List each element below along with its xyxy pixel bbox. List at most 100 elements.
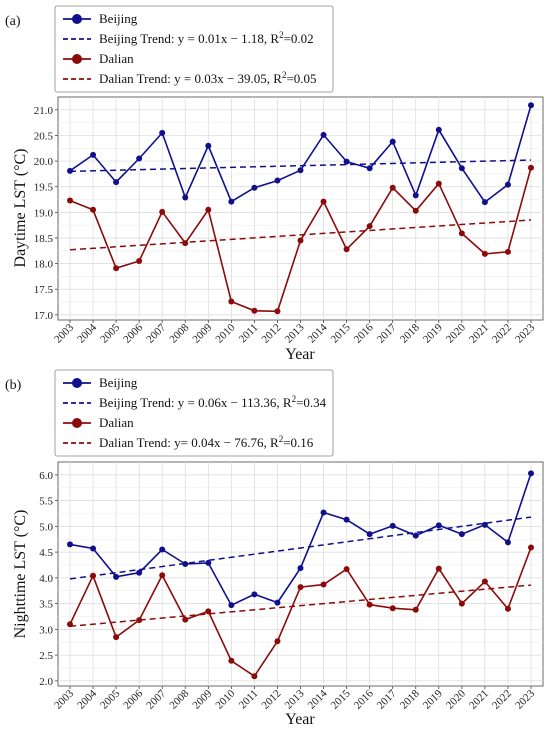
data-point xyxy=(90,572,97,579)
data-point xyxy=(504,248,511,255)
x-tick-label: 2019 xyxy=(421,321,445,345)
legend-label: Dalian Trend: y = 0.03x − 39.05, R2=0.05 xyxy=(99,70,317,86)
x-tick-label: 2017 xyxy=(375,321,399,345)
data-point xyxy=(251,591,258,598)
data-point xyxy=(159,208,166,215)
data-point xyxy=(228,198,235,205)
data-point xyxy=(113,179,120,186)
chart-panel-0: (a) 17.0 17.5 18.0 18.5 19.0 19.5 20.0 20.5 21.0 2… xyxy=(5,5,544,363)
trend-line-1 xyxy=(69,219,532,251)
x-tick-label: 2013 xyxy=(283,687,307,711)
data-point xyxy=(113,634,120,641)
x-tick-label: 2006 xyxy=(121,687,145,711)
data-point xyxy=(159,572,166,579)
data-point xyxy=(343,158,350,165)
x-tick-label: 2009 xyxy=(190,687,214,711)
y-tick-label: 19.0 xyxy=(34,207,54,219)
y-tick-label: 18.5 xyxy=(34,233,54,245)
data-point xyxy=(458,165,465,172)
data-point xyxy=(205,142,212,149)
x-tick-label: 2004 xyxy=(75,687,99,711)
data-point xyxy=(113,573,120,580)
data-point xyxy=(435,522,442,529)
legend-marker xyxy=(72,378,82,388)
data-point xyxy=(343,516,350,523)
x-tick-label: 2015 xyxy=(329,687,353,711)
x-tick-label: 2003 xyxy=(52,687,76,711)
data-point xyxy=(274,308,281,315)
data-point xyxy=(366,601,373,608)
data-point xyxy=(412,207,419,214)
data-point xyxy=(182,560,189,567)
data-point xyxy=(228,298,235,305)
x-tick-label: 2022 xyxy=(490,322,514,346)
x-tick-label: 2018 xyxy=(398,687,422,711)
x-tick-label: 2015 xyxy=(329,321,353,345)
x-tick-label: 2004 xyxy=(75,321,99,345)
x-tick-label: 2018 xyxy=(398,321,422,345)
data-point xyxy=(504,539,511,546)
y-tick-label: 3.5 xyxy=(39,599,53,611)
y-tick-label: 3.0 xyxy=(39,624,53,636)
y-tick-label: 4.5 xyxy=(39,547,53,559)
data-point xyxy=(320,581,327,588)
x-tick-label: 2011 xyxy=(237,322,261,346)
data-point xyxy=(481,578,488,585)
data-point xyxy=(389,605,396,612)
trend-line-0 xyxy=(69,159,532,173)
data-point xyxy=(205,608,212,615)
data-point xyxy=(113,265,120,272)
legend-marker xyxy=(72,54,82,64)
legend-label: Beijing xyxy=(99,375,138,390)
x-tick-label: 2022 xyxy=(490,688,514,712)
data-point xyxy=(274,638,281,645)
data-point xyxy=(67,621,73,628)
data-point xyxy=(90,545,97,552)
legend-box xyxy=(54,5,334,93)
data-point xyxy=(435,180,442,187)
data-point xyxy=(366,223,373,230)
y-axis-label: Daytime LST (°C) xyxy=(12,149,29,268)
legend-label: Dalian Trend: y= 0.04x − 76.76, R2=0.16 xyxy=(99,434,314,450)
data-point xyxy=(205,206,212,213)
y-axis-label: Nighttime LST (°C) xyxy=(12,510,29,639)
panel-label: (a) xyxy=(5,14,21,29)
data-point xyxy=(182,616,189,623)
data-point xyxy=(182,240,189,247)
x-tick-label: 2008 xyxy=(167,321,191,345)
data-point xyxy=(136,617,143,624)
data-point xyxy=(458,230,465,237)
x-tick-label: 2020 xyxy=(444,687,468,711)
x-tick-label: 2023 xyxy=(513,687,537,711)
data-point xyxy=(136,155,143,162)
data-point xyxy=(412,192,419,199)
legend-marker xyxy=(72,418,82,428)
data-point xyxy=(412,606,419,613)
y-tick-label: 6.0 xyxy=(39,470,53,482)
y-tick-label: 21.0 xyxy=(34,105,54,117)
data-point xyxy=(182,194,189,201)
data-point xyxy=(159,546,166,553)
y-tick-label: 2.0 xyxy=(39,676,53,688)
x-axis-label: Year xyxy=(285,711,315,728)
data-point xyxy=(136,569,143,576)
data-point xyxy=(412,532,419,539)
data-point xyxy=(90,206,97,213)
trend-line-0 xyxy=(69,516,532,580)
data-point xyxy=(366,165,373,172)
data-point xyxy=(504,605,511,612)
legend-label: Dalian xyxy=(99,51,134,66)
data-point xyxy=(251,184,258,191)
x-tick-label: 2010 xyxy=(213,321,237,345)
y-tick-label: 20.5 xyxy=(34,130,54,142)
x-tick-label: 2016 xyxy=(352,687,376,711)
data-point xyxy=(389,522,396,529)
data-point xyxy=(481,250,488,257)
y-tick-label: 18.0 xyxy=(34,259,54,271)
x-tick-label: 2023 xyxy=(513,321,537,345)
data-point xyxy=(67,541,73,548)
data-point xyxy=(504,181,511,188)
data-point xyxy=(274,599,281,606)
x-tick-label: 2003 xyxy=(52,321,76,345)
